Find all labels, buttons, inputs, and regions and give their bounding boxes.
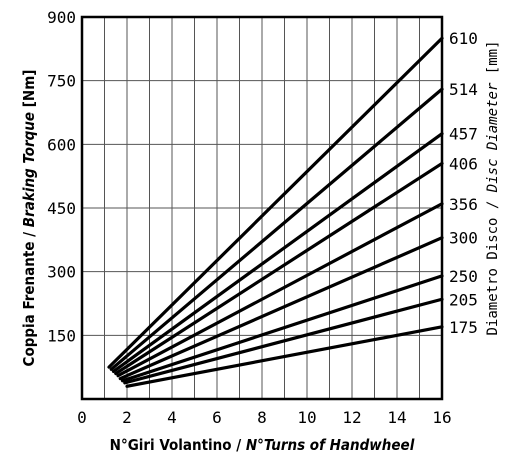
series-label: 300	[449, 229, 478, 248]
series-line	[109, 87, 444, 371]
y-tick-label: 600	[47, 135, 76, 154]
x-tick-labels: 0 2 4 6 8 10 12 14 16	[77, 408, 451, 427]
x-tick-label: 4	[167, 408, 177, 427]
x-axis-title-main: N°Giri Volantino	[110, 436, 232, 454]
series-line	[120, 274, 444, 383]
series-lines	[107, 36, 444, 388]
series-line	[116, 202, 444, 378]
series-label: 356	[449, 195, 478, 214]
x-axis-title: N°Giri Volantino / N°Turns of Handwheel	[110, 436, 415, 454]
y2-axis-title-main: Diametro Disco	[485, 218, 501, 336]
x-tick-label: 6	[212, 408, 222, 427]
series-line	[118, 236, 444, 381]
series-label: 514	[449, 80, 478, 99]
series-line	[111, 132, 444, 374]
series-label: 610	[449, 29, 478, 48]
y-tick-label: 300	[47, 263, 76, 282]
y-axis-title-sep: /	[20, 227, 38, 241]
y-axis-title-alt: Braking Torque	[20, 112, 38, 227]
series-line	[114, 161, 444, 376]
series-labels: 610 514 457 406 356 300 250 205 175	[449, 29, 478, 337]
plot-frame	[80, 15, 444, 401]
y-tick-label: 150	[47, 326, 76, 345]
x-tick-label: 0	[77, 408, 87, 427]
x-tick-label: 8	[257, 408, 267, 427]
y2-axis-title-unit: [mm]	[485, 40, 501, 82]
y-axis-title-unit: [Nm]	[20, 70, 38, 112]
x-axis-title-alt: N°Turns of Handwheel	[246, 436, 415, 454]
y-tick-label: 450	[47, 199, 76, 218]
series-label: 175	[449, 318, 478, 337]
series-label: 250	[449, 267, 478, 286]
series-label: 205	[449, 290, 478, 309]
series-line	[123, 297, 444, 385]
y-tick-labels: 150 300 450 600 750 900	[47, 8, 76, 345]
y-axis-title-main: Coppia Frenante	[20, 242, 38, 367]
y-tick-label: 900	[47, 8, 76, 27]
x-tick-label: 16	[432, 408, 451, 427]
x-tick-label: 2	[122, 408, 132, 427]
y-tick-label: 750	[47, 72, 76, 91]
y-axis-title: Coppia Frenante / Braking Torque [Nm]	[20, 70, 38, 367]
series-label: 406	[449, 154, 478, 173]
series-label: 457	[449, 125, 478, 144]
x-axis-title-sep: /	[232, 436, 246, 454]
x-tick-label: 10	[297, 408, 316, 427]
x-tick-label: 12	[342, 408, 361, 427]
y2-axis-title: Diametro Disco / Disc Diameter [mm]	[485, 40, 501, 335]
y2-axis-title-alt: Disc Diameter	[485, 82, 501, 193]
x-tick-label: 14	[387, 408, 406, 427]
y2-axis-title-sep: /	[485, 192, 501, 217]
series-line	[125, 325, 444, 388]
series-line	[107, 36, 444, 369]
